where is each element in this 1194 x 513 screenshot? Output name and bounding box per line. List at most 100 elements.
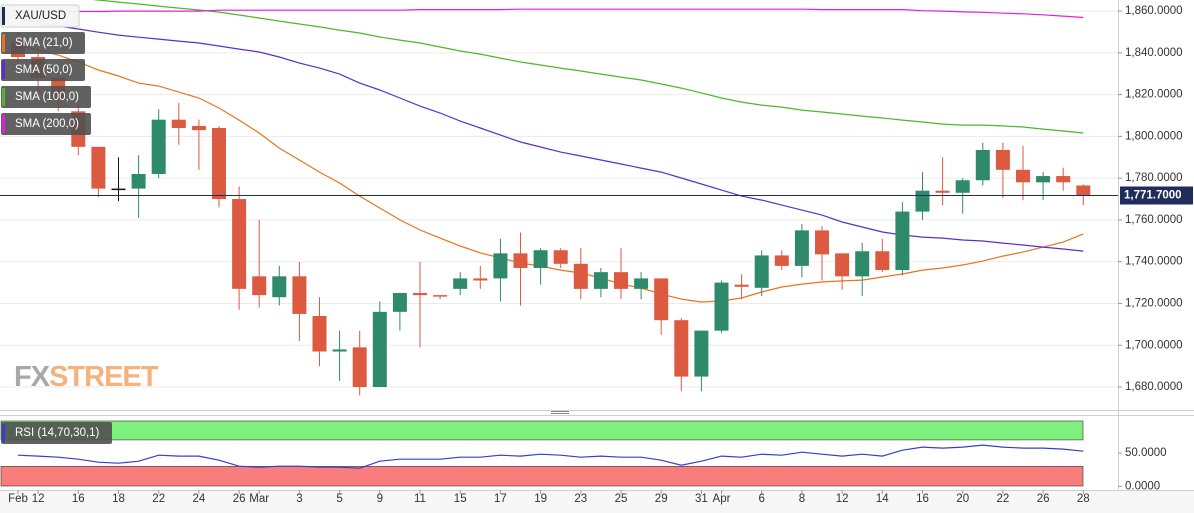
- candle-body: [634, 278, 649, 289]
- candle-body: [131, 173, 146, 189]
- indicator-line: [18, 8, 1084, 19]
- candle-body: [995, 149, 1010, 170]
- plot-layer: [17, 444, 1084, 469]
- candle-body: [413, 293, 427, 296]
- legend-box: [1, 86, 91, 108]
- x-tick-label: 29: [655, 493, 668, 505]
- x-axis-area: [0, 490, 1194, 513]
- y-tick-label: 1,760.0000: [1125, 214, 1183, 226]
- x-tick-label: Mar: [249, 493, 269, 505]
- legend-box: [1, 59, 85, 81]
- candle-body: [754, 255, 769, 288]
- legend-swatch: [2, 61, 5, 79]
- y-tick-label: 1,720.0000: [1125, 298, 1183, 310]
- candle-body: [774, 255, 789, 266]
- candle-body: [875, 251, 890, 271]
- candle-body: [91, 146, 106, 189]
- candle-body: [171, 119, 186, 129]
- candle-body: [654, 278, 669, 321]
- legend-item: XAU/USD: [0, 4, 80, 28]
- legend-label: SMA (200,0): [15, 118, 79, 130]
- candle-body: [553, 250, 568, 264]
- watermark: FXSTREET: [14, 361, 159, 393]
- legend-swatch: [2, 34, 5, 52]
- watermark-prefix: FX: [14, 361, 51, 393]
- legend-item: RSI (14,70,30,1): [1, 422, 112, 444]
- candle-body: [372, 311, 387, 388]
- candle-body: [111, 188, 126, 191]
- oversold-band: [0, 466, 1084, 487]
- y-tick-label: 0.0000: [1125, 480, 1160, 492]
- y-tick-label: 50.0000: [1125, 447, 1167, 459]
- watermark-suffix: STREET: [49, 361, 159, 393]
- x-tick-label: 16: [916, 493, 929, 505]
- candle-body: [433, 295, 448, 297]
- legend-item: SMA (21,0): [1, 32, 85, 54]
- x-tick-label: 8: [799, 493, 805, 505]
- x-tick-label: Feb: [8, 493, 28, 505]
- candle-body: [392, 293, 407, 312]
- candle-body: [794, 230, 809, 266]
- candle-body: [734, 284, 749, 287]
- legend-label: SMA (100,0): [15, 91, 79, 103]
- candle-body: [232, 199, 247, 289]
- candle-body: [593, 272, 608, 289]
- x-tick-label: Apr: [713, 493, 731, 505]
- x-tick-label: 24: [193, 493, 206, 505]
- x-tick-label: 25: [615, 493, 628, 505]
- last-price-label: 1,771.7000: [1124, 190, 1182, 202]
- x-tick-label: 31: [695, 493, 708, 505]
- x-tick-label: 5: [336, 493, 342, 505]
- x-tick-label: 9: [377, 493, 383, 505]
- x-tick-label: 3: [296, 493, 302, 505]
- candle-body: [533, 250, 548, 268]
- candle-body: [473, 278, 488, 281]
- y-tick-label: 1,820.0000: [1125, 89, 1183, 101]
- candle-body: [272, 276, 287, 298]
- candle-body: [352, 347, 367, 388]
- legend-box: [1, 113, 91, 135]
- candle-body: [292, 276, 307, 314]
- x-tick-label: 19: [534, 493, 547, 505]
- y-tick-label: 1,700.0000: [1125, 339, 1183, 351]
- candle-body: [815, 230, 829, 255]
- candle-body: [573, 263, 588, 289]
- grid-layer: [0, 420, 1122, 487]
- legend-item: SMA (50,0): [1, 59, 85, 81]
- x-tick-label: 28: [1077, 493, 1090, 505]
- overbought-band: [0, 420, 1084, 441]
- y-tick-label: 1,800.0000: [1125, 130, 1183, 142]
- legend-box: [1, 422, 112, 444]
- candle-body: [1016, 169, 1030, 183]
- x-tick-label: 16: [72, 493, 85, 505]
- legend-box: [0, 4, 80, 28]
- x-tick-label: 22: [997, 493, 1010, 505]
- indicator-line: [17, 444, 1084, 469]
- x-tick-label: 14: [876, 493, 889, 505]
- candle-body: [453, 278, 468, 289]
- legend-item: SMA (200,0): [1, 113, 91, 135]
- x-tick-label: 17: [494, 493, 507, 505]
- candle-body: [935, 190, 950, 193]
- x-tick-label: 20: [956, 493, 969, 505]
- candle-body: [513, 253, 528, 268]
- legend-label: SMA (50,0): [15, 64, 73, 76]
- candle-body: [835, 253, 850, 277]
- candle-body: [252, 276, 267, 296]
- indicator-line: [92, 0, 1084, 134]
- candle-body: [694, 330, 709, 377]
- y-tick-label: 1,780.0000: [1125, 172, 1183, 184]
- candle-body: [212, 128, 226, 200]
- candle-body: [312, 316, 327, 352]
- x-tick-label: 26: [1037, 493, 1050, 505]
- legend-swatch: [2, 88, 5, 106]
- legend-swatch: [2, 115, 5, 133]
- resize-handle[interactable]: [551, 411, 569, 414]
- x-tick-label: 23: [574, 493, 587, 505]
- indicator-line: [17, 44, 1084, 303]
- x-tick-label: 26: [233, 493, 246, 505]
- candle-body: [332, 349, 347, 352]
- candle-body: [493, 253, 508, 279]
- candle-body: [915, 190, 930, 212]
